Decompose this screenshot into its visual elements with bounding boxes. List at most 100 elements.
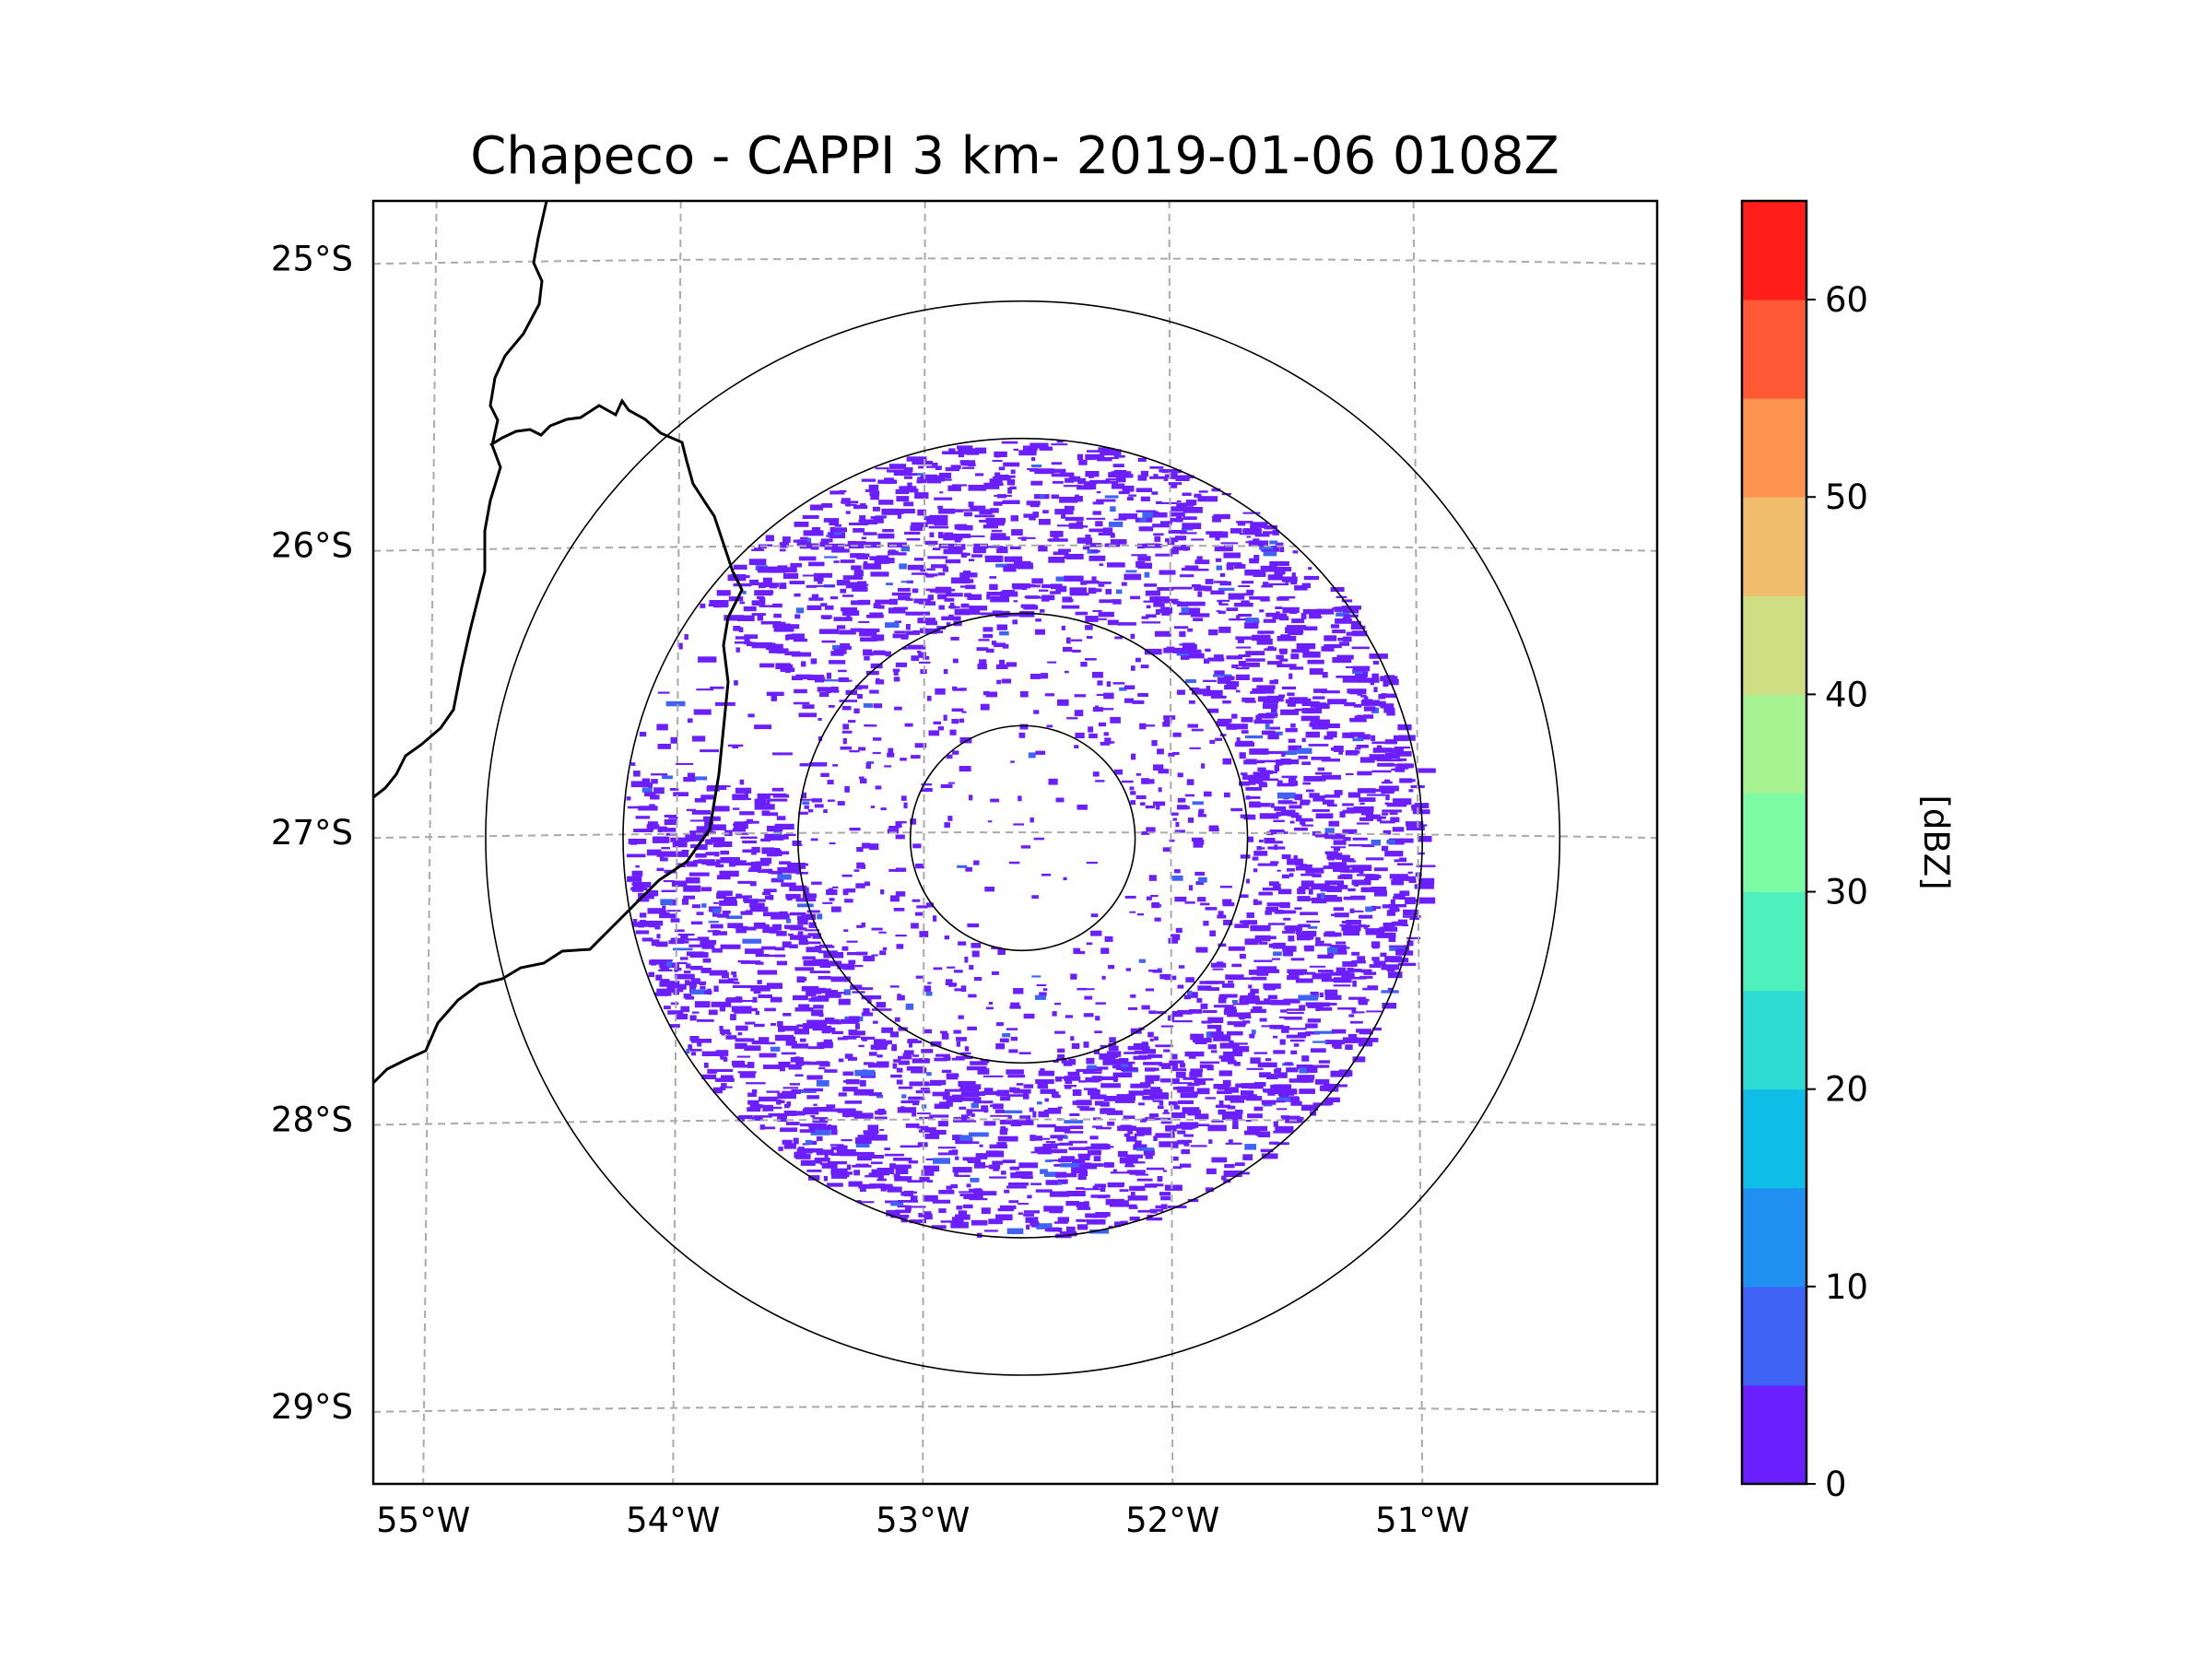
echo-cell (896, 496, 910, 502)
colorbar-swatch (1742, 595, 1806, 695)
echo-cell (1061, 625, 1065, 630)
echo-cell (720, 1088, 726, 1090)
echo-cell (921, 1170, 935, 1176)
echo-cell (1347, 888, 1356, 892)
echo-cell (874, 639, 882, 641)
echo-cell (1345, 772, 1354, 776)
echo-cell (794, 593, 801, 597)
echo-cell (1084, 580, 1100, 584)
echo-cell (966, 1109, 973, 1114)
echo-cell (1149, 1093, 1170, 1100)
echo-cell (1245, 786, 1263, 791)
lon-tick-label: 55°W (376, 1500, 470, 1540)
echo-cell (1259, 1072, 1272, 1078)
echo-cell (1009, 613, 1023, 617)
echo-cell (995, 1214, 1013, 1221)
echo-cell (839, 700, 857, 702)
echo-cell (802, 801, 810, 806)
echo-cell (721, 1083, 727, 1087)
echo-cell (806, 1075, 823, 1080)
echo-cell (906, 456, 927, 462)
echo-cell (1245, 618, 1259, 623)
echo-cell (987, 820, 993, 823)
echo-cell (664, 815, 677, 818)
echo-cell (951, 1057, 965, 1061)
echo-cell (1009, 1087, 1017, 1093)
echo-cell (965, 463, 972, 466)
echo-cell (1391, 922, 1396, 925)
echo-cell (912, 473, 926, 476)
echo-cell (653, 960, 663, 965)
echo-cell (712, 947, 723, 953)
echo-cell (852, 586, 868, 592)
echo-cell (811, 996, 822, 1002)
echo-cell (1071, 1159, 1086, 1164)
echo-cell (1326, 853, 1343, 859)
echo-cell (1331, 624, 1340, 629)
echo-cell (753, 989, 761, 994)
echo-cell (698, 656, 717, 663)
echo-cell (1333, 840, 1347, 845)
echo-cell (1094, 1183, 1107, 1188)
border-argentina-brazil (373, 398, 744, 1085)
echo-cell (696, 688, 713, 691)
echo-cell (796, 915, 806, 921)
echo-cell (1171, 1053, 1178, 1060)
echo-cell (952, 1135, 962, 1141)
echo-cell (1092, 671, 1103, 678)
echo-cell (1184, 901, 1195, 904)
echo-cell (657, 829, 663, 833)
echo-cell (712, 930, 718, 936)
echo-cell (1215, 558, 1222, 562)
echo-cell (1000, 1119, 1018, 1124)
echo-cell (1288, 630, 1303, 636)
echo-cell (1176, 601, 1189, 607)
echo-cell (1106, 448, 1114, 451)
echo-cell (833, 527, 847, 533)
echo-cell (1008, 1182, 1029, 1186)
echo-cell (1382, 845, 1389, 852)
echo-cell (1034, 468, 1054, 475)
echo-cell (819, 541, 830, 547)
echo-cell (782, 1090, 801, 1094)
echo-cell (830, 1129, 838, 1135)
echo-cell (712, 1087, 723, 1094)
echo-cell (1204, 585, 1212, 592)
echo-cell (675, 837, 694, 841)
echo-cell (735, 862, 753, 866)
echo-cell (1142, 1049, 1156, 1054)
echo-cell (1306, 920, 1321, 924)
echo-cell (1083, 1188, 1100, 1191)
echo-cell (677, 933, 695, 936)
echo-cell (982, 627, 994, 632)
echo-cell (1281, 686, 1296, 690)
echo-cell (921, 782, 933, 786)
echo-cell (697, 1040, 702, 1047)
echo-cell (1137, 556, 1151, 561)
echo-cell (742, 840, 757, 844)
echo-cell (735, 996, 742, 1000)
echo-cell (1153, 474, 1159, 477)
echo-cell (727, 978, 738, 982)
echo-cell (1258, 941, 1268, 945)
echo-cell (808, 561, 825, 567)
echo-cell (1315, 936, 1321, 944)
echo-cell (968, 485, 987, 491)
echo-cell (1029, 1107, 1034, 1112)
echo-cell (782, 536, 791, 543)
echo-cell (690, 989, 709, 994)
echo-cell (764, 1007, 776, 1012)
echo-cell (1105, 1198, 1124, 1206)
echo-cell (888, 542, 907, 547)
echo-cell (1314, 1079, 1330, 1085)
echo-cell (1177, 1130, 1186, 1135)
echo-cell (1176, 689, 1185, 695)
echo-cell (757, 980, 762, 984)
echo-cell (948, 1150, 953, 1156)
echo-cell (1397, 724, 1412, 731)
echo-cell (841, 706, 852, 711)
echo-cell (1176, 653, 1190, 656)
lat-tick-label: 28°S (271, 1100, 353, 1140)
echo-cell (1239, 533, 1255, 535)
